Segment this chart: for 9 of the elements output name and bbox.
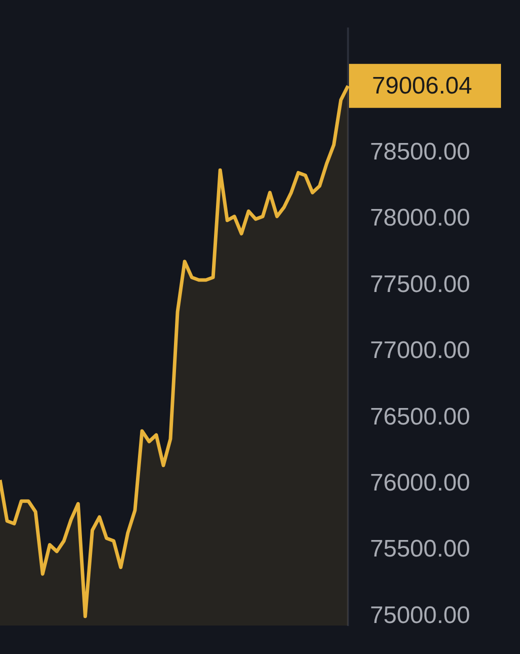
y-tick-label: 75500.00: [370, 536, 470, 563]
y-tick-label: 75000.00: [370, 602, 470, 629]
data-label: 79006.04: [372, 72, 472, 100]
y-tick-label: 77500.00: [370, 270, 470, 298]
y-tick-label: 76000.00: [370, 470, 470, 497]
y-tick-label: 78000.00: [370, 204, 470, 232]
y-tick-label: 78500.00: [370, 138, 470, 166]
y-tick-label: 76500.00: [370, 403, 470, 430]
y-tick-label: 77000.00: [370, 337, 470, 364]
